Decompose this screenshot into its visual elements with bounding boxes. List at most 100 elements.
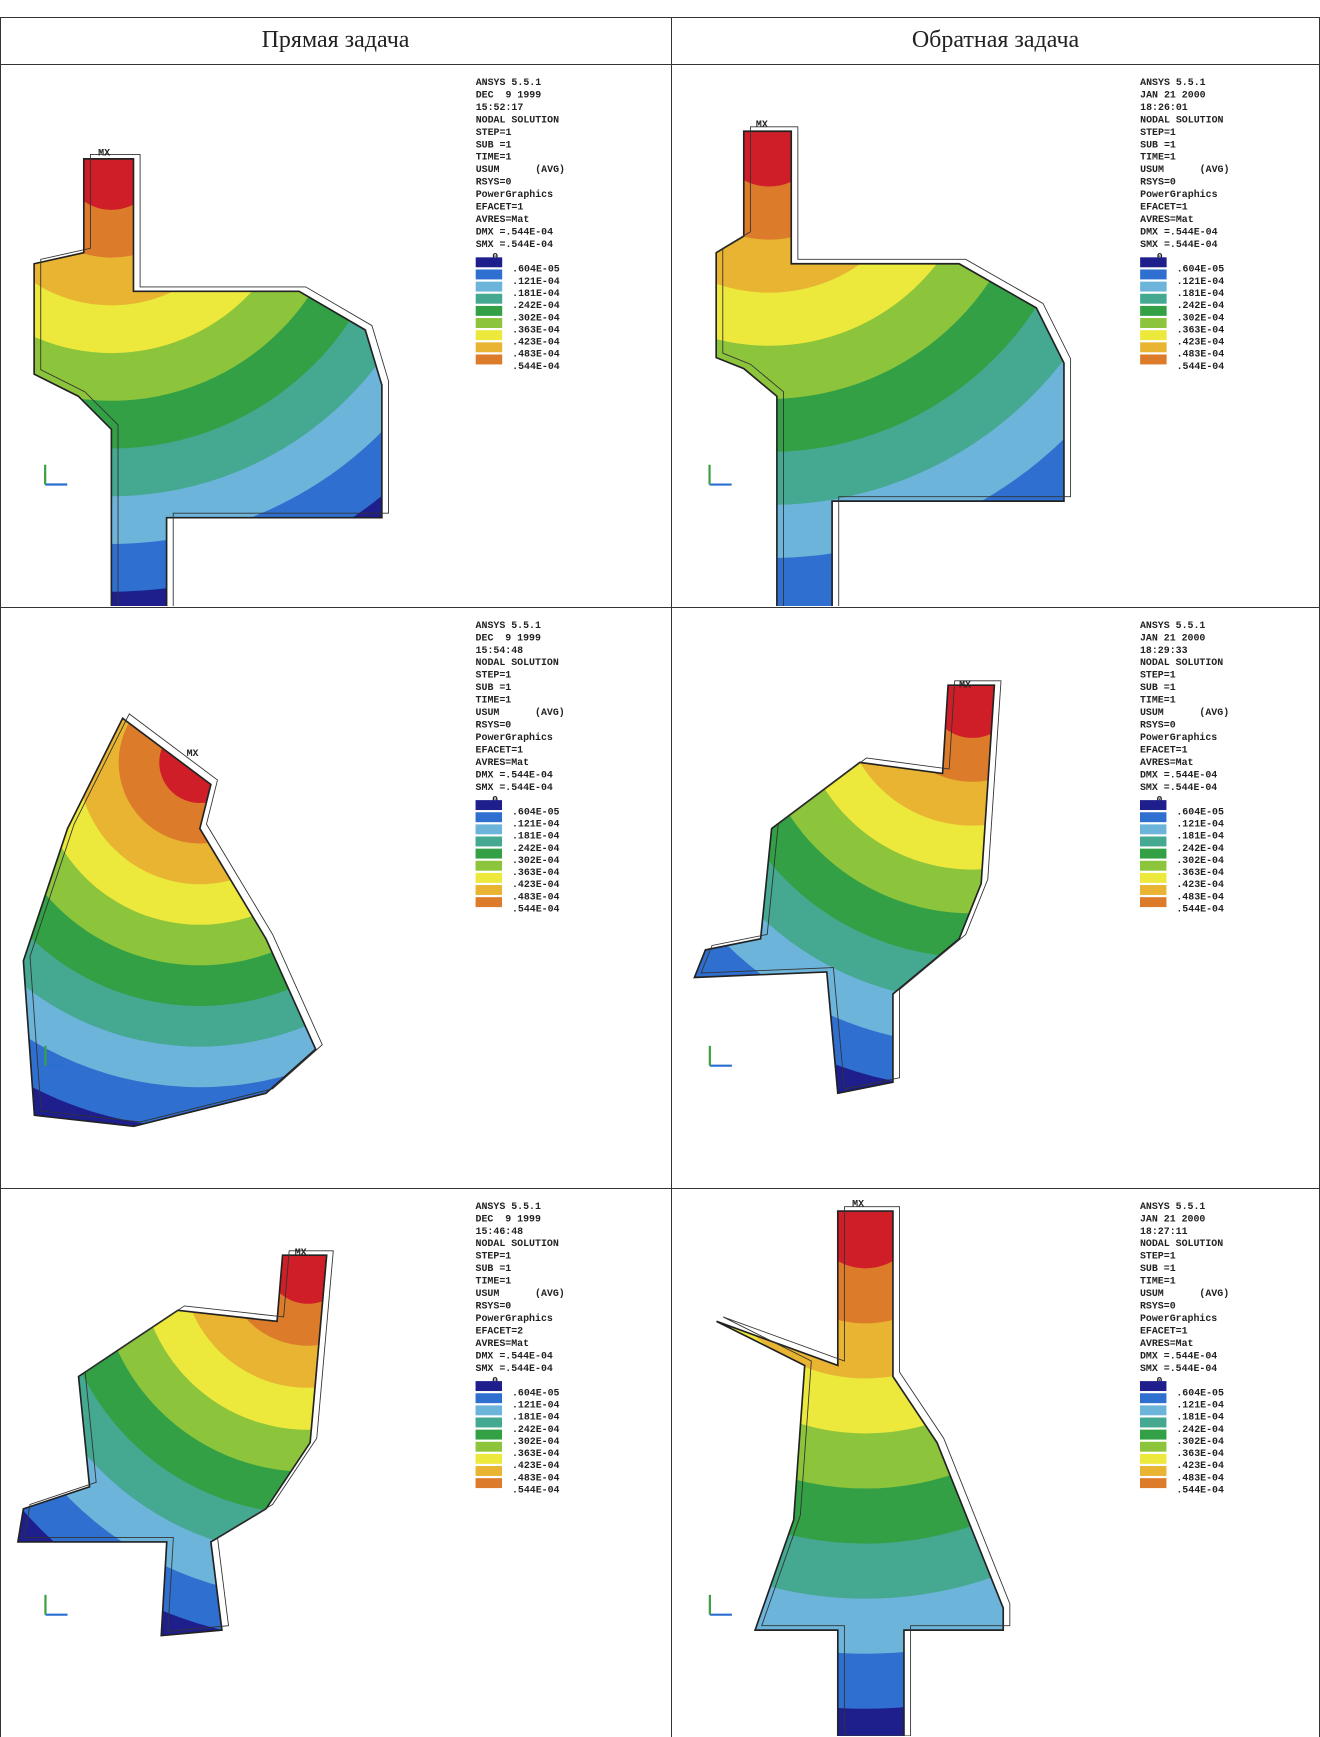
legend-label: .181E-04 [1177, 288, 1225, 299]
fe-plot: MXANSYS 5.5.1DEC 9 199915:52:17NODAL SOL… [1, 65, 670, 606]
info-line: NODAL SOLUTION [1140, 114, 1223, 125]
legend-label: .242E-04 [512, 1424, 560, 1435]
info-line: SMX =.544E-04 [476, 239, 553, 250]
info-line: PowerGraphics [1140, 189, 1217, 200]
legend-label: .363E-04 [1176, 867, 1224, 878]
legend-swatch [1140, 800, 1166, 810]
legend-swatch [476, 812, 502, 822]
info-line: SMX =.544E-04 [476, 782, 553, 793]
info-line: DMX =.544E-04 [476, 227, 553, 238]
info-line: AVRES=Mat [476, 214, 530, 225]
legend-swatch [476, 282, 502, 292]
info-line: AVRES=Mat [476, 1338, 530, 1349]
legend-label: .483E-04 [1177, 349, 1225, 360]
legend-swatch [1140, 306, 1166, 316]
legend-swatch [476, 1381, 502, 1391]
legend-swatch [476, 342, 502, 352]
info-line: SMX =.544E-04 [1140, 782, 1217, 793]
info-line: USUM (AVG) [476, 164, 565, 175]
contour-band [810, 1189, 920, 1268]
contour-band [119, 681, 281, 843]
legend-label: .423E-04 [512, 879, 560, 890]
legend-label: .181E-04 [512, 288, 560, 299]
legend-swatch [476, 1393, 502, 1403]
info-line: USUM (AVG) [476, 1288, 565, 1299]
legend-swatch [1140, 897, 1166, 907]
info-line: DEC 9 1999 [476, 632, 541, 643]
legend-swatch [476, 294, 502, 304]
contour-band [672, 1189, 1196, 1544]
legend-label: .363E-04 [1177, 324, 1225, 335]
legend-swatch [1140, 1442, 1166, 1452]
info-line: STEP=1 [1140, 127, 1176, 138]
info-line: JAN 21 2000 [1140, 632, 1205, 643]
legend-swatch [476, 1418, 502, 1428]
legend-label: .302E-04 [1176, 855, 1224, 866]
info-line: RSYS=0 [1140, 177, 1176, 188]
page: Прямая задача Обратная задача MXANSYS 5.… [0, 0, 1320, 1737]
legend-label: .363E-04 [512, 324, 560, 335]
info-line: AVRES=Mat [1140, 757, 1194, 768]
legend-label: .242E-04 [1176, 843, 1224, 854]
contour-band [928, 650, 1016, 738]
contour-band [716, 80, 822, 186]
legend-label: .302E-04 [1177, 312, 1225, 323]
legend-label: .302E-04 [1176, 1436, 1224, 1447]
legend-label: .604E-05 [1177, 264, 1225, 275]
max-marker: MX [295, 1247, 307, 1258]
legend-swatch [476, 306, 502, 316]
legend-swatch [1140, 342, 1166, 352]
legend-swatch [1140, 1430, 1166, 1440]
legend-swatch [1140, 269, 1166, 279]
info-line: AVRES=Mat [1140, 1338, 1194, 1349]
info-line: RSYS=0 [476, 1301, 512, 1312]
legend-label: .181E-04 [512, 831, 560, 842]
column-header: Обратная задача [671, 17, 1320, 64]
legend-label: .302E-04 [512, 855, 560, 866]
max-marker: MX [959, 679, 971, 690]
contour-band [64, 114, 159, 209]
info-line: STEP=1 [1140, 670, 1176, 681]
legend-swatch [476, 800, 502, 810]
info-line: STEP=1 [476, 670, 512, 681]
info-line: USUM (AVG) [1140, 707, 1229, 718]
info-line: EFACET=2 [476, 1325, 524, 1336]
info-line: SMX =.544E-04 [1140, 1363, 1217, 1374]
legend-label: .181E-04 [1176, 1412, 1224, 1423]
info-line: NODAL SOLUTION [1140, 657, 1223, 668]
info-line: DEC 9 1999 [476, 1213, 541, 1224]
legend-label: .121E-04 [1176, 819, 1224, 830]
max-marker: MX [187, 748, 199, 759]
info-line: 15:54:48 [476, 645, 524, 656]
info-line: TIME=1 [1140, 1276, 1176, 1287]
max-marker: MX [98, 148, 110, 159]
info-line: EFACET=1 [1140, 1325, 1188, 1336]
info-line: PowerGraphics [476, 189, 553, 200]
legend-label: .604E-05 [1176, 806, 1224, 817]
legend-label: .242E-04 [1176, 1424, 1224, 1435]
contour-band [266, 1220, 350, 1304]
legend-label: .363E-04 [512, 867, 560, 878]
legend-label: .242E-04 [512, 300, 560, 311]
legend-swatch [476, 330, 502, 340]
legend-swatch [1140, 1418, 1166, 1428]
legend-swatch [476, 1466, 502, 1476]
info-line: DMX =.544E-04 [1140, 1350, 1217, 1361]
info-line: EFACET=1 [476, 202, 524, 213]
legend-swatch [476, 1442, 502, 1452]
legend-label: .181E-04 [512, 1412, 560, 1423]
legend-swatch [476, 897, 502, 907]
legend-swatch [476, 1430, 502, 1440]
legend-swatch [476, 885, 502, 895]
info-line: ANSYS 5.5.1 [1140, 77, 1206, 88]
legend-label: .544E-04 [512, 1484, 560, 1495]
info-line: DMX =.544E-04 [1140, 227, 1217, 238]
legend-label: .423E-04 [1177, 337, 1225, 348]
legend-swatch [1140, 1393, 1166, 1403]
legend-swatch [1140, 1478, 1166, 1488]
legend-swatch [476, 1405, 502, 1415]
legend-label: .242E-04 [512, 843, 560, 854]
info-line: RSYS=0 [1140, 720, 1176, 731]
